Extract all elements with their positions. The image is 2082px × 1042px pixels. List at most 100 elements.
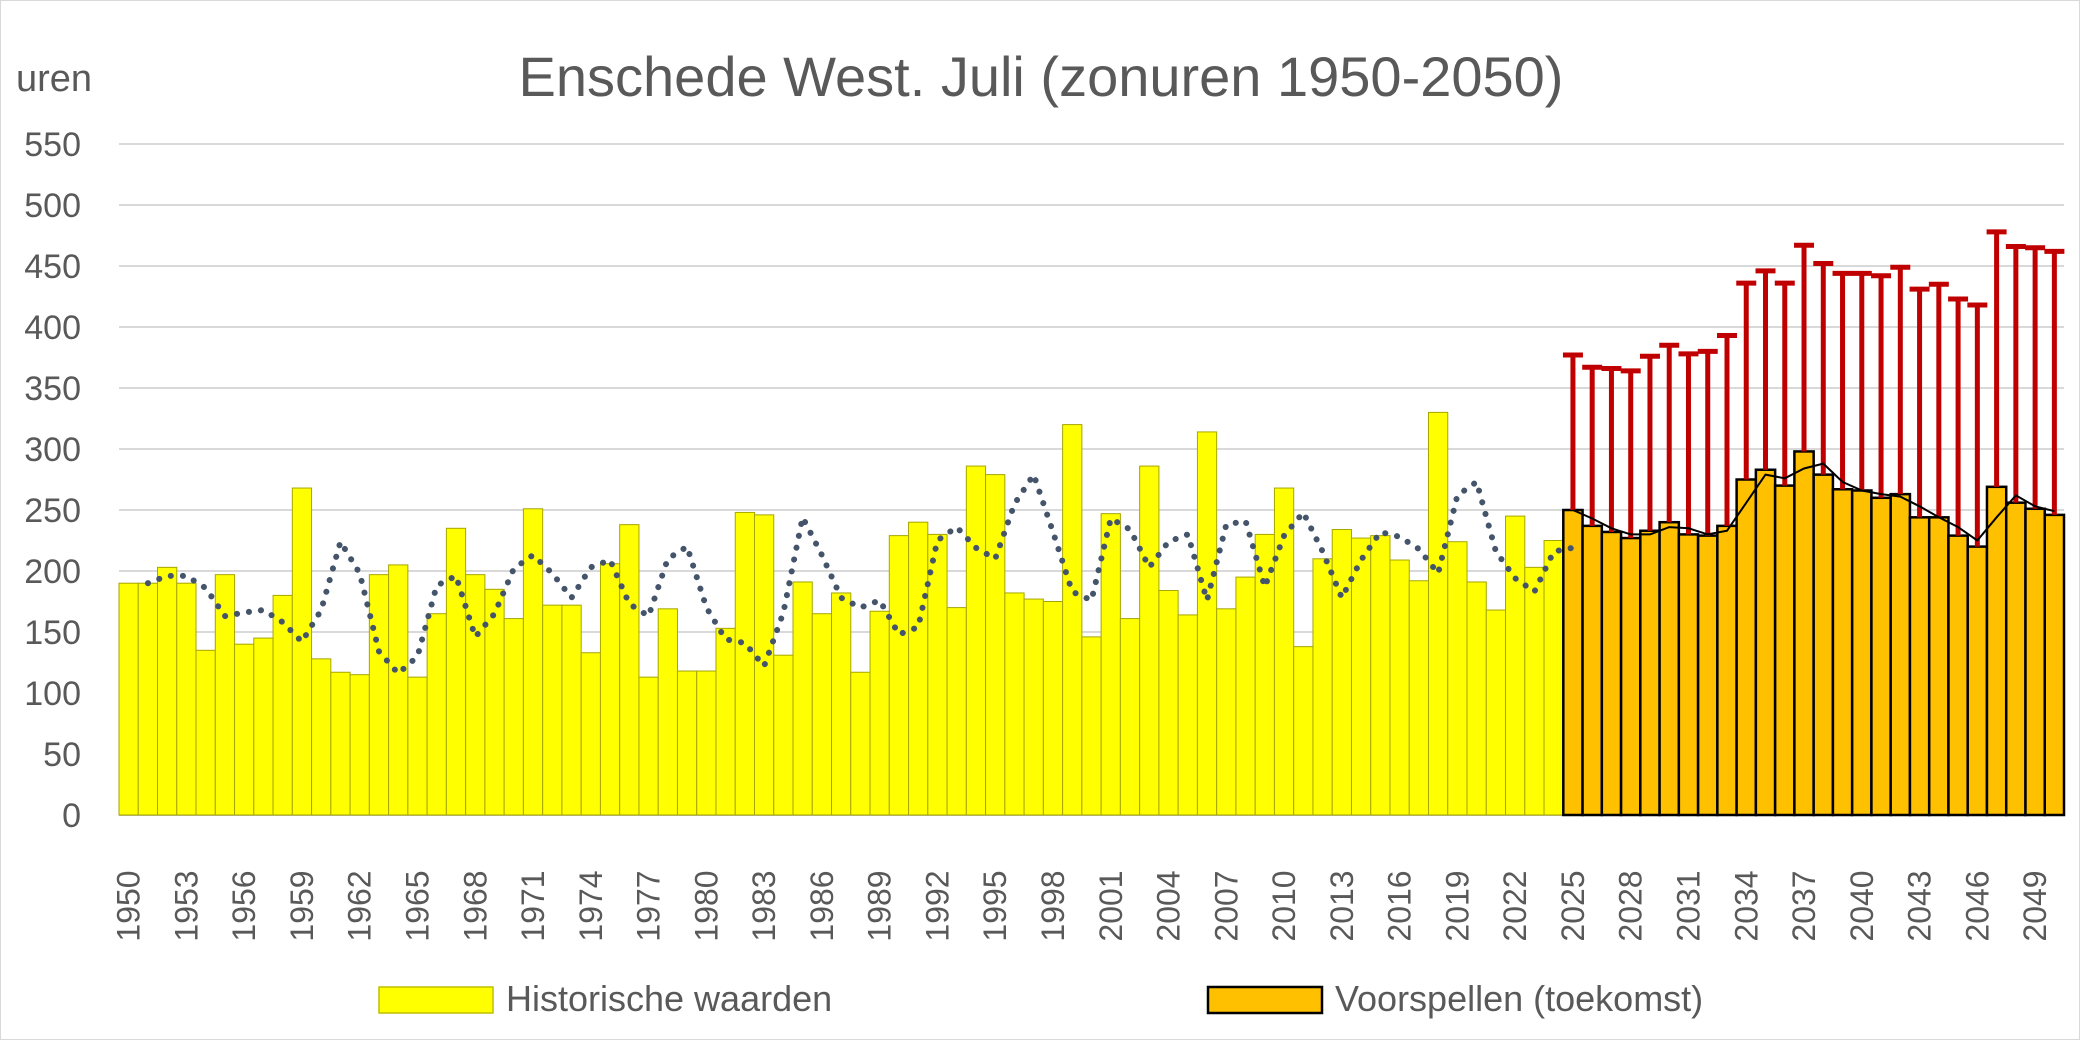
bar-historical-2013: [1331, 529, 1352, 816]
bar-forecast-2032: [1696, 534, 1719, 817]
bar-forecast-2034: [1735, 478, 1758, 817]
x-tick-label: 2040: [1844, 870, 1880, 941]
bar-historical-2006: [1196, 431, 1218, 816]
bar-historical-2020: [1466, 581, 1487, 816]
bar-historical-1950: [118, 582, 139, 816]
bar-historical-1951: [137, 582, 159, 816]
x-tick-label: 2001: [1093, 870, 1129, 941]
bar-historical-2024: [1543, 540, 1564, 816]
bar-forecast-2043: [1908, 516, 1931, 817]
bar-historical-1990: [888, 535, 910, 816]
x-tick-label: 1971: [515, 870, 551, 941]
bar-historical-2019: [1447, 541, 1468, 816]
bar-historical-1965: [407, 676, 428, 816]
x-tick-label: 2019: [1439, 870, 1475, 941]
bar-historical-1977: [638, 676, 659, 816]
bar-forecast-2031: [1677, 533, 1700, 817]
bar-historical-1968: [465, 574, 486, 816]
legend-forecast-label: Voorspellen (toekomst): [1335, 978, 1703, 1019]
forecast-error-bars: [1562, 229, 2065, 547]
bar-historical-1986: [811, 613, 833, 816]
bar-forecast-2029: [1639, 529, 1661, 817]
bar-historical-1984: [773, 654, 794, 816]
y-tick-label: 0: [62, 797, 81, 835]
bar-historical-2022: [1505, 515, 1526, 816]
bar-historical-1988: [850, 671, 871, 816]
x-tick-label: 1992: [919, 870, 955, 941]
x-tick-label: 1965: [399, 870, 435, 941]
x-tick-label: 2046: [1959, 870, 1995, 941]
bar-historical-1989: [869, 610, 890, 816]
bar-historical-2015: [1370, 535, 1391, 816]
bar-historical-1967: [445, 527, 467, 816]
y-tick-label: 100: [24, 675, 81, 713]
bar-historical-1952: [157, 566, 178, 816]
legend-forecast-swatch: [1206, 985, 1324, 1015]
bar-historical-1995: [985, 474, 1006, 816]
x-tick-label: 2028: [1613, 870, 1649, 941]
bar-historical-1966: [426, 613, 447, 816]
bar-historical-1970: [503, 618, 524, 816]
x-tick-label: 2007: [1208, 870, 1244, 941]
bar-historical-1976: [619, 524, 640, 816]
bar-historical-1955: [214, 574, 236, 816]
bar-historical-1964: [388, 564, 409, 816]
bar-historical-2023: [1524, 566, 1545, 816]
x-tick-label: 2049: [2017, 870, 2053, 941]
x-axis-tick-labels: 1950 1953 1956 1959 1962 1965 1968 1971 1974 1977…: [111, 870, 2053, 941]
bar-historical-1981: [715, 627, 736, 816]
trend-lines: [144, 462, 2055, 678]
bar-forecast-2049: [2024, 507, 2046, 817]
chart-title: Enschede West. Juli (zonuren 1950-2050): [519, 45, 1564, 108]
bar-forecast-2050: [2043, 513, 2066, 817]
bar-forecast-2027: [1600, 530, 1623, 817]
bar-historical-1997: [1023, 598, 1044, 816]
bar-forecast-2030: [1658, 520, 1681, 817]
bar-historical-2017: [1408, 580, 1430, 816]
x-tick-label: 1986: [804, 870, 840, 941]
x-tick-label: 2013: [1324, 870, 1360, 941]
y-tick-label: 350: [24, 370, 81, 408]
x-tick-label: 2010: [1266, 870, 1302, 941]
bar-historical-2007: [1216, 608, 1237, 816]
bar-historical-2021: [1485, 609, 1507, 816]
x-tick-label: 2037: [1786, 870, 1822, 941]
y-tick-label: 300: [24, 431, 81, 469]
bar-historical-1975: [599, 563, 621, 816]
bar-forecast-2041: [1870, 496, 1892, 817]
y-axis-unit-label: uren: [16, 58, 92, 100]
legend-historical-label: Historische waarden: [506, 978, 832, 1019]
y-tick-label: 550: [24, 126, 81, 164]
bar-historical-2000: [1081, 636, 1102, 816]
bar-historical-1979: [676, 670, 698, 816]
bar-historical-2012: [1312, 558, 1333, 816]
bar-historical-1980: [696, 670, 717, 816]
x-tick-label: 1983: [746, 870, 782, 941]
bar-historical-1957: [253, 637, 274, 816]
bar-historical-1996: [1004, 592, 1025, 816]
x-tick-label: 1968: [457, 870, 493, 941]
trend-dotted-historical: [144, 467, 1576, 678]
bar-historical-1987: [831, 592, 852, 816]
bar-historical-1994: [965, 465, 987, 816]
y-tick-label: 500: [24, 187, 81, 225]
bar-forecast-2037: [1793, 450, 1815, 817]
bar-historical-1954: [195, 649, 216, 816]
bar-historical-2004: [1158, 590, 1179, 816]
bar-forecast-2046: [1966, 545, 1989, 817]
bar-historical-2003: [1139, 465, 1160, 816]
x-tick-label: 1995: [977, 870, 1013, 941]
bar-historical-2016: [1389, 559, 1410, 816]
bar-forecast-2040: [1850, 489, 1873, 817]
y-tick-label: 200: [24, 553, 81, 591]
bar-historical-1993: [946, 607, 967, 816]
bar-historical-1974: [580, 652, 601, 816]
bar-forecast-2044: [1927, 516, 1950, 817]
x-tick-label: 1989: [862, 870, 898, 941]
bar-historical-1956: [234, 643, 255, 816]
bar-forecast-2026: [1581, 524, 1604, 817]
x-tick-label: 1977: [631, 870, 667, 941]
bar-forecast-2036: [1773, 484, 1796, 817]
x-tick-label: 2022: [1497, 870, 1533, 941]
